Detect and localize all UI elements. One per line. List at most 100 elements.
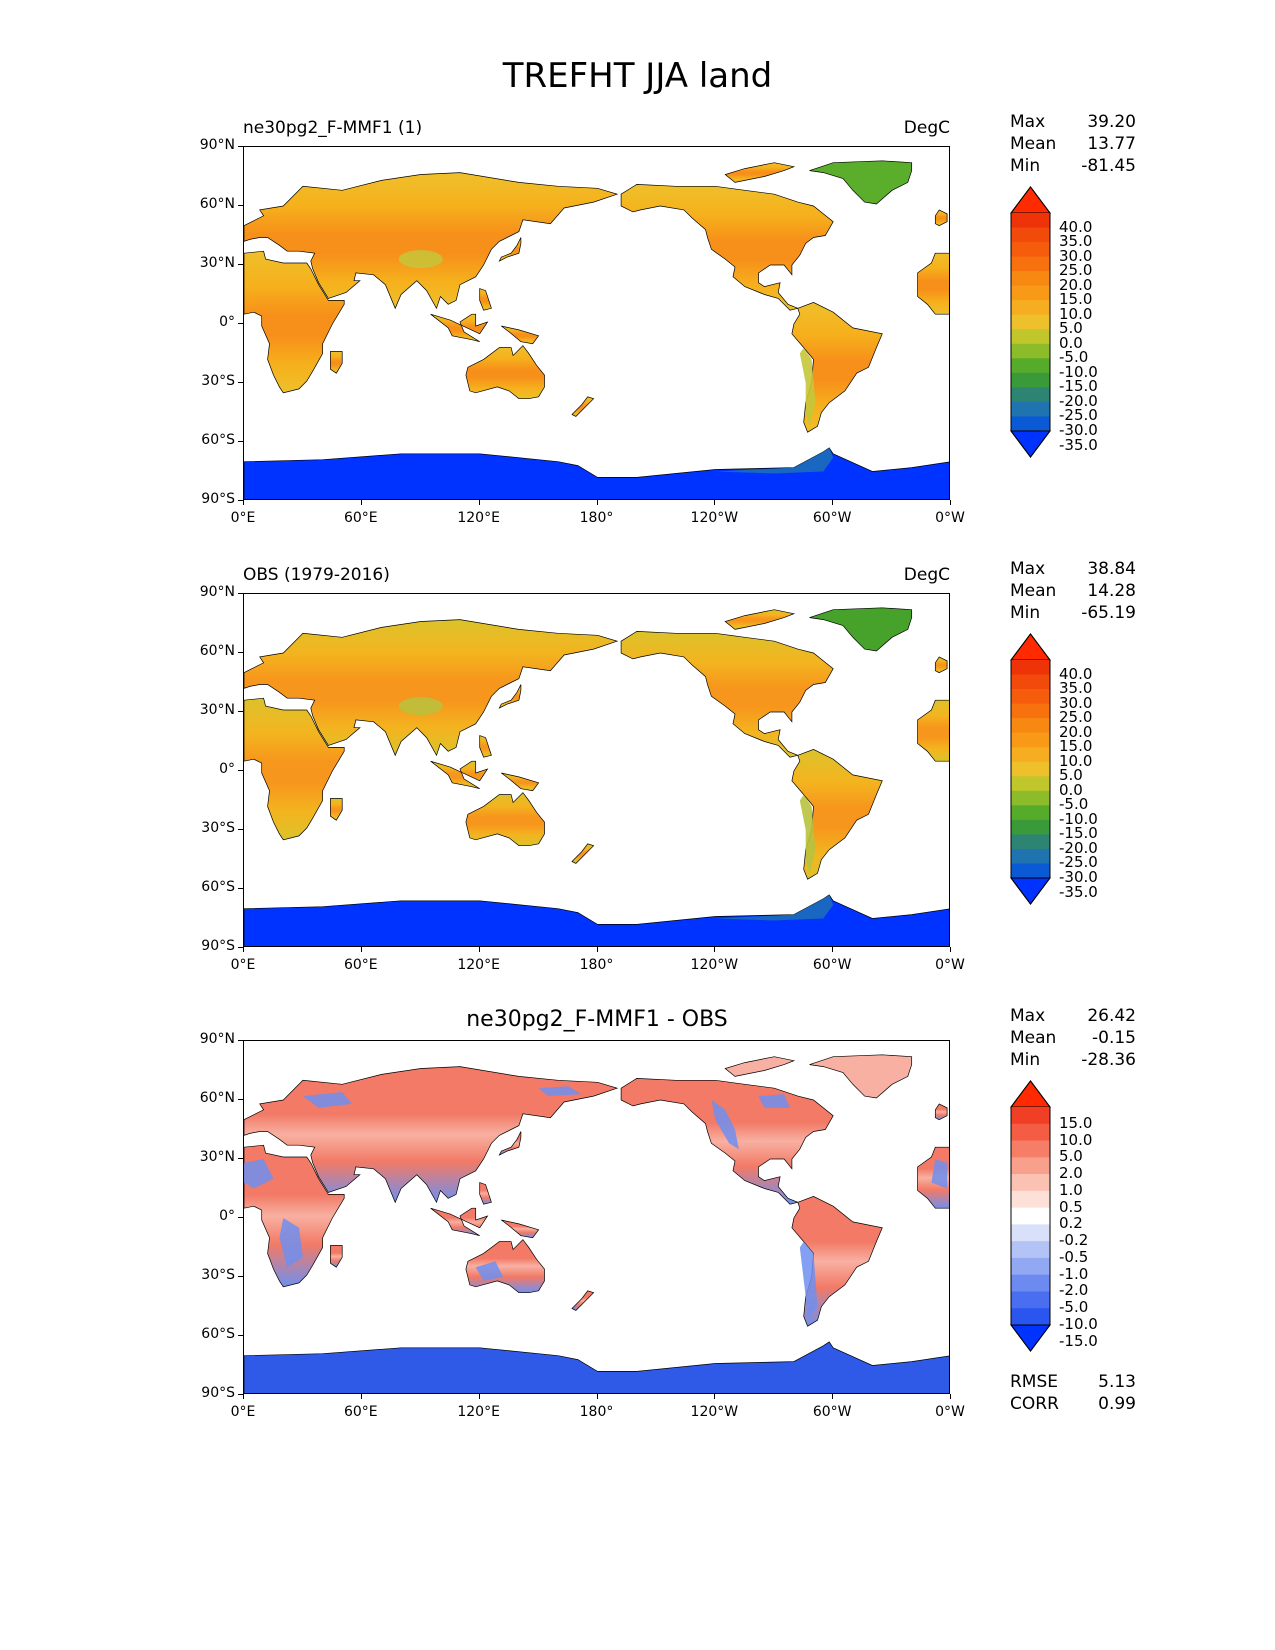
lon-tick-label: 0°W <box>935 510 965 526</box>
lat-tick-label: 60°S <box>201 432 235 448</box>
lat-tick-mark <box>238 947 243 948</box>
lat-tick-mark <box>238 711 243 712</box>
landmass-png <box>501 1219 540 1239</box>
colorbar-tick-label: 15.0 <box>1059 290 1093 309</box>
metric-label: CORR <box>1010 1394 1059 1414</box>
lon-tick-mark <box>596 500 598 505</box>
lon-tick-mark <box>478 500 480 505</box>
colorbar-tick-label: 10.0 <box>1059 304 1093 323</box>
lat-tick-label: 0° <box>219 1208 235 1224</box>
landmass-japan <box>498 684 522 709</box>
colorbar-segment <box>1011 372 1050 388</box>
colorbar-tick-label: 2.0 <box>1059 1164 1083 1183</box>
cool-patch-alaska <box>538 1086 582 1097</box>
lon-tick-mark <box>596 947 598 952</box>
landmass-namerica <box>620 631 834 758</box>
colorbar-tick-label: -5.0 <box>1059 795 1089 814</box>
stat-value: -65.19 <box>1081 603 1136 623</box>
colorbar-segment <box>1011 1291 1050 1309</box>
landmass-namerica <box>620 1078 834 1205</box>
lat-tick-mark <box>238 146 243 147</box>
metric-label: RMSE <box>1010 1372 1059 1392</box>
lat-tick-label: 30°N <box>199 702 235 718</box>
colorbar-segment <box>1011 314 1050 330</box>
lon-tick-label: 120°E <box>457 510 500 526</box>
andes-patch <box>799 794 816 874</box>
panel-2-units: DegC <box>903 565 950 585</box>
lon-tick-label: 0°W <box>935 1404 965 1420</box>
colorbar-tick-label: 0.0 <box>1059 333 1083 352</box>
lon-tick-mark <box>478 1394 480 1399</box>
panel-3-colorbar <box>1010 1080 1051 1352</box>
map-canvas <box>244 1054 949 1393</box>
colorbar-segment <box>1011 1107 1050 1125</box>
stat-label: Min <box>1010 603 1041 623</box>
panel-2-left-title: OBS (1979-2016) <box>243 565 390 585</box>
lat-tick-mark <box>238 500 243 501</box>
lat-tick-label: 90°N <box>199 584 235 600</box>
panel-2-stats: Max 38.84 Mean 14.28 Min -65.19 <box>1010 558 1136 624</box>
colorbar-tick-label: 30.0 <box>1059 246 1093 265</box>
lat-tick-label: 30°N <box>199 255 235 271</box>
colorbar-tick-label: 20.0 <box>1059 275 1093 294</box>
colorbar-segment <box>1011 285 1050 301</box>
lat-tick-label: 90°N <box>199 1031 235 1047</box>
lat-tick-label: 0° <box>219 314 235 330</box>
colorbar-tick-label: 20.0 <box>1059 722 1093 741</box>
lat-tick-label: 60°N <box>199 643 235 659</box>
colorbar-segment <box>1011 227 1050 243</box>
stat-value: 26.42 <box>1087 1006 1136 1026</box>
colorbar-tick-label: 25.0 <box>1059 261 1093 280</box>
panel-2-map <box>243 593 950 947</box>
landmass-uk <box>934 209 948 227</box>
cool-patch-andes <box>799 1241 818 1321</box>
tibetan-plateau-patch <box>398 250 443 269</box>
colorbar-tick-label: -15.0 <box>1059 824 1098 843</box>
landmass-eurasia <box>244 172 619 310</box>
landmass-japan <box>498 237 522 262</box>
colorbar-segment <box>1011 1157 1050 1175</box>
colorbar-outline <box>1010 633 1051 905</box>
stat-label: Min <box>1010 1050 1041 1070</box>
panel-2-colorbar <box>1010 633 1051 905</box>
colorbar-segment <box>1011 703 1050 719</box>
colorbar-segment <box>1011 834 1050 850</box>
lat-tick-mark <box>238 264 243 265</box>
lon-tick-mark <box>950 500 951 505</box>
lat-tick-label: 30°S <box>201 1267 235 1283</box>
cool-patch-australia <box>475 1261 504 1281</box>
landmass-png <box>501 772 540 792</box>
lon-tick-mark <box>243 947 244 952</box>
lon-tick-mark <box>360 947 362 952</box>
lon-tick-mark <box>832 500 834 505</box>
metric-rmse: RMSE 5.13 <box>1010 1371 1136 1393</box>
lat-tick-mark <box>238 829 243 830</box>
lat-tick-mark <box>238 382 243 383</box>
colorbar-tick-label: -0.2 <box>1059 1231 1089 1250</box>
colorbar-tick-label: 1.0 <box>1059 1180 1083 1199</box>
landmass-nz <box>571 843 595 864</box>
landmass-philippines <box>479 288 492 311</box>
colorbar-extend-min <box>1010 877 1051 905</box>
stat-min: Min -28.36 <box>1010 1049 1136 1071</box>
panel-1-units: DegC <box>903 118 950 138</box>
colorbar-segment <box>1011 1224 1050 1242</box>
landmass-eurasia <box>244 619 619 757</box>
colorbar-extend-max <box>1010 1080 1051 1108</box>
colorbar-tick-label: -20.0 <box>1059 838 1098 857</box>
colorbar-segment <box>1011 416 1050 432</box>
landmass-africa <box>244 697 345 841</box>
colorbar-tick-label: 30.0 <box>1059 693 1093 712</box>
landmass-madagascar <box>330 1245 343 1268</box>
panel-3-title: ne30pg2_F-MMF1 - OBS <box>466 1007 728 1032</box>
lat-tick-label: 60°N <box>199 1090 235 1106</box>
landmass-madagascar <box>330 798 343 821</box>
panel-3-map <box>243 1040 950 1394</box>
landmass-indonesia <box>430 760 489 790</box>
colorbar-segment <box>1011 790 1050 806</box>
landmass-antarctica <box>244 447 949 499</box>
colorbar-segment <box>1011 761 1050 777</box>
lon-tick-mark <box>950 1394 951 1399</box>
colorbar-tick-label: 15.0 <box>1059 1113 1093 1132</box>
colorbar-segment <box>1011 863 1050 879</box>
